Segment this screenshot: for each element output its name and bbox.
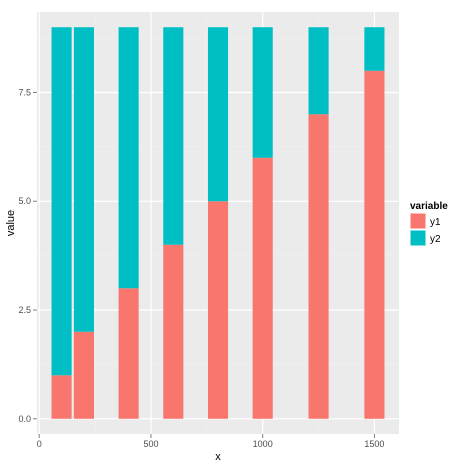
y-tick-label: 2.5 <box>18 305 31 315</box>
bar-y2 <box>207 27 229 202</box>
legend: variable y1 y2 <box>409 201 448 247</box>
legend-label-y1: y1 <box>430 217 441 228</box>
y-tick-label: 5.0 <box>18 196 31 206</box>
bar-y2 <box>364 27 385 71</box>
bar-y1 <box>118 288 139 419</box>
bar-y1 <box>51 375 72 419</box>
legend-key-y1 <box>409 212 427 230</box>
legend-label-y2: y2 <box>430 234 441 245</box>
x-tick-label: 500 <box>143 439 158 449</box>
legend-key-y2 <box>409 229 427 247</box>
bar-y2 <box>252 27 273 158</box>
bar-y2 <box>51 27 72 376</box>
bar-y2 <box>73 27 94 332</box>
bar-y1 <box>73 331 94 419</box>
y-tick-label: 7.5 <box>18 87 31 97</box>
x-axis-ticks: 0 500 1000 1500 <box>37 434 384 449</box>
bar-y2 <box>308 27 329 115</box>
y-axis-title: value <box>5 210 17 236</box>
bar-y1 <box>163 244 184 419</box>
y-axis-ticks: 0.0 2.5 5.0 7.5 <box>18 87 37 424</box>
x-tick-label: 1000 <box>253 439 273 449</box>
x-tick-label: 1500 <box>364 439 384 449</box>
x-axis-title: x <box>215 451 221 463</box>
bar-y2 <box>163 27 184 245</box>
legend-title: variable <box>410 201 448 212</box>
x-tick-label: 0 <box>37 439 42 449</box>
bar-y2 <box>118 27 139 289</box>
bars <box>51 27 385 419</box>
bar-y1 <box>207 201 229 419</box>
y-tick-label: 0.0 <box>18 414 31 424</box>
legend-items: y1 y2 <box>409 212 441 247</box>
bar-y1 <box>252 157 273 419</box>
bar-y1 <box>364 70 385 419</box>
bar-y1 <box>308 114 329 419</box>
